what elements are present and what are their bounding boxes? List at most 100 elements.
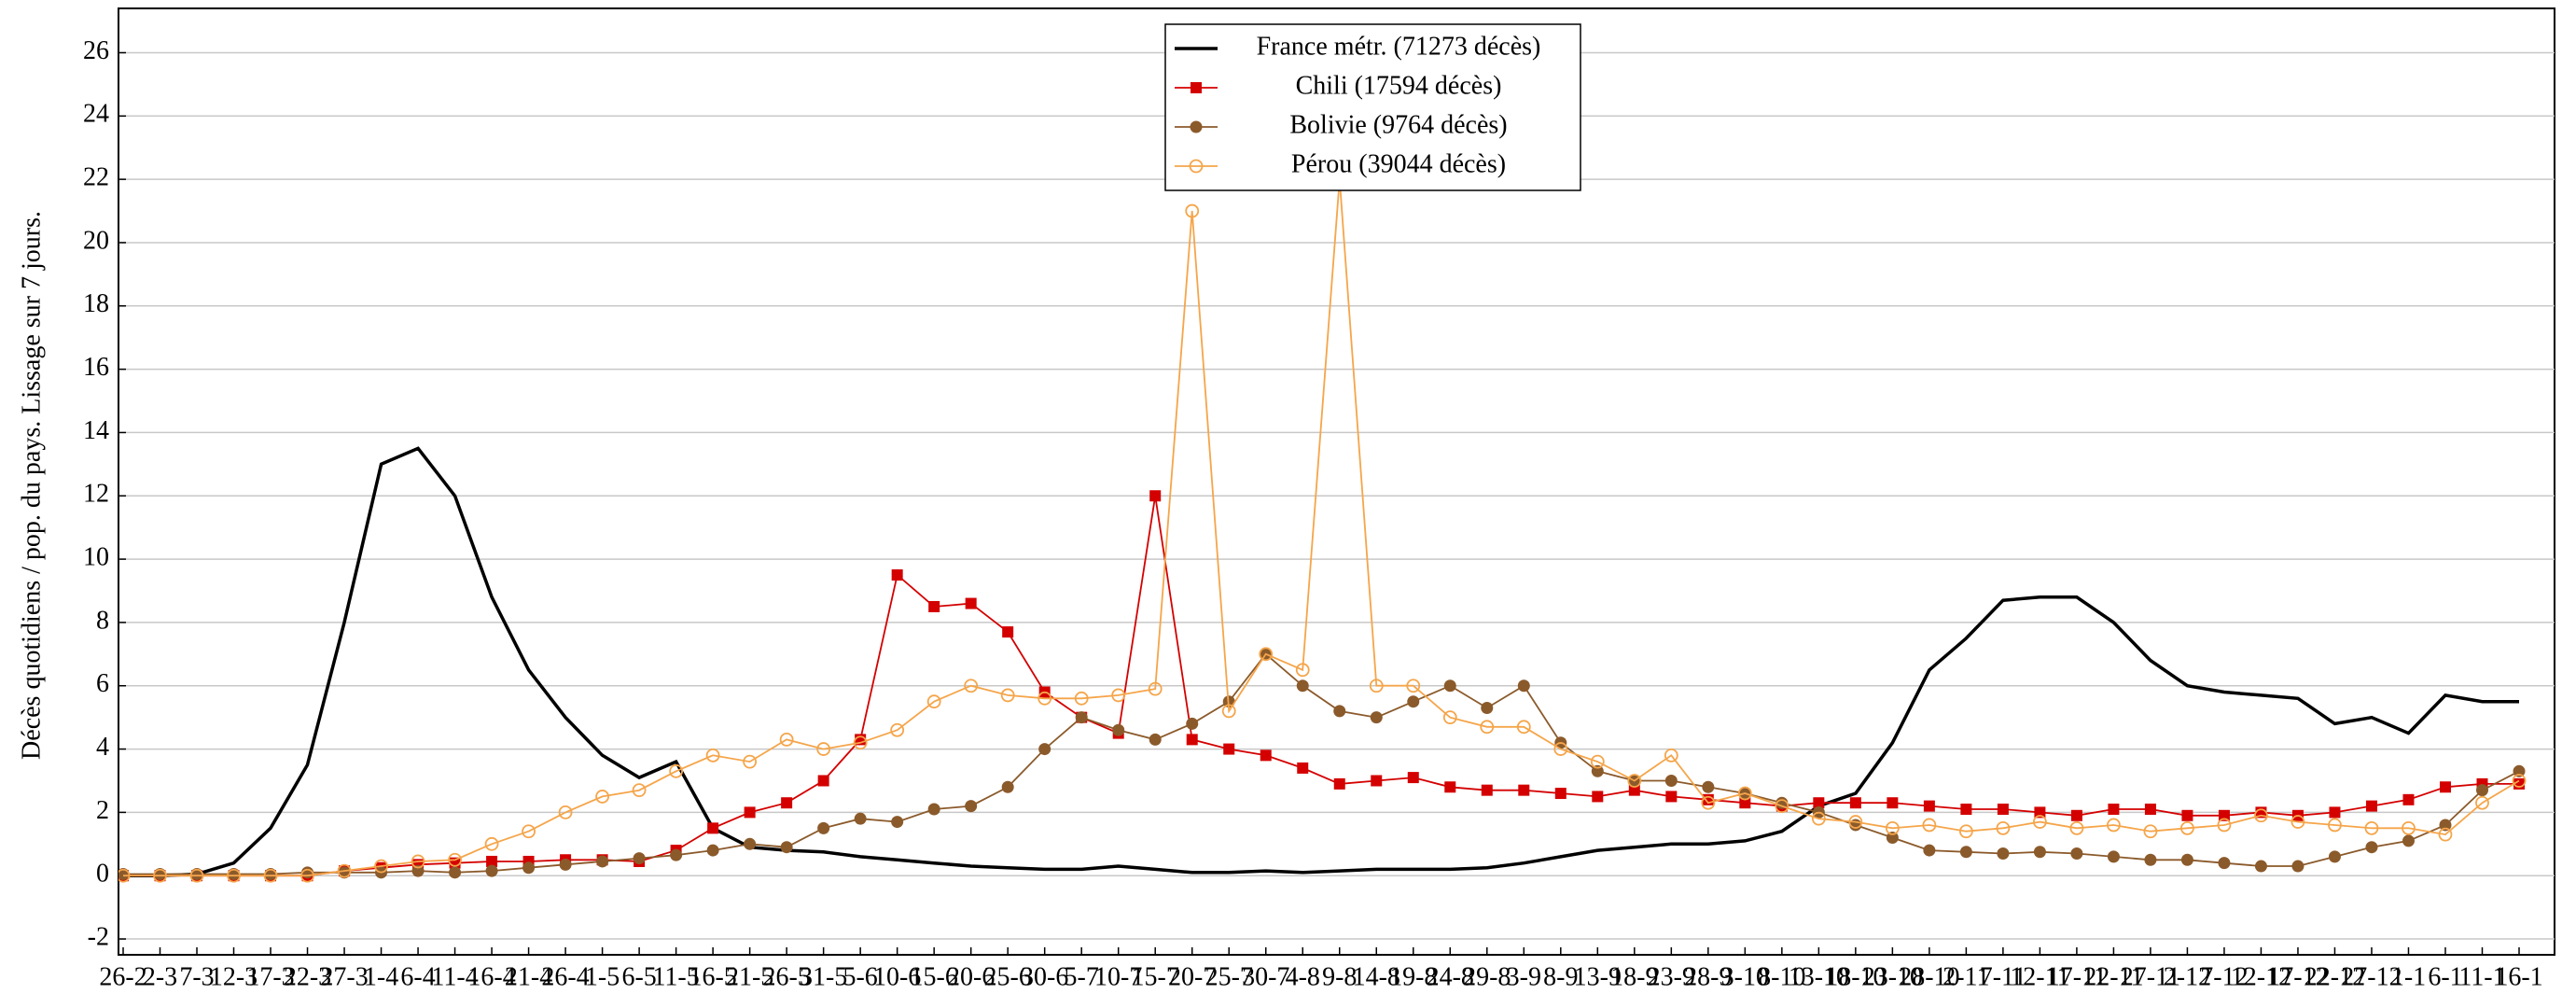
- marker: [1297, 762, 1309, 774]
- x-tick-label: 26-5: [762, 962, 810, 991]
- x-tick-label: 5-6: [842, 962, 877, 991]
- marker: [743, 754, 758, 769]
- marker: [1221, 704, 1236, 719]
- marker: [1407, 772, 1419, 784]
- marker: [781, 797, 793, 809]
- x-tick-label: 16-4: [467, 962, 515, 991]
- marker: [927, 803, 940, 816]
- x-tick-label: 5-7: [1065, 962, 1099, 991]
- y-tick-label: 8: [96, 606, 109, 635]
- x-tick-label: 6-1: [2428, 962, 2462, 991]
- marker: [890, 722, 905, 737]
- marker: [2365, 841, 2378, 854]
- marker: [817, 775, 829, 787]
- x-tick-label: 26-2: [99, 962, 146, 991]
- marker: [1518, 784, 1530, 796]
- marker: [374, 859, 388, 874]
- marker: [1997, 804, 2009, 815]
- marker: [2144, 853, 2157, 866]
- marker: [1002, 626, 1014, 638]
- marker: [1442, 710, 1457, 725]
- marker: [1037, 691, 1052, 706]
- marker: [965, 800, 978, 813]
- x-tick-label: 25-6: [984, 962, 1032, 991]
- x-tick-label: 12-12: [2231, 962, 2291, 991]
- marker: [2328, 850, 2341, 863]
- x-tick-label: 16-1: [2495, 962, 2542, 991]
- marker: [1112, 723, 1125, 736]
- marker: [1554, 788, 1566, 800]
- marker: [2513, 764, 2526, 777]
- marker: [2180, 853, 2193, 866]
- marker: [1406, 679, 1421, 693]
- x-tick-label: 17-3: [246, 962, 294, 991]
- x-tick-label: 6-4: [400, 962, 435, 991]
- marker: [706, 844, 719, 857]
- y-tick-label: 24: [83, 100, 109, 129]
- marker: [1481, 701, 1494, 714]
- marker: [1997, 847, 2010, 860]
- marker: [1702, 780, 1715, 793]
- marker: [2254, 860, 2267, 873]
- marker: [707, 822, 719, 834]
- x-tick-label: 1-1: [2391, 962, 2426, 991]
- marker: [1189, 159, 1204, 174]
- x-tick-label: 3-10: [1721, 962, 1769, 991]
- marker: [2438, 827, 2453, 842]
- marker: [2032, 815, 2047, 829]
- marker: [2218, 809, 2230, 821]
- marker: [1922, 818, 1937, 833]
- marker: [300, 868, 314, 883]
- x-tick-label: 24-8: [1427, 962, 1474, 991]
- marker: [2254, 808, 2268, 823]
- x-tick-label: 27-11: [2121, 962, 2180, 991]
- x-tick-label: 27-12: [2341, 962, 2402, 991]
- x-tick-label: 31-5: [800, 962, 847, 991]
- x-tick-label: 6-5: [621, 962, 656, 991]
- marker: [1148, 681, 1163, 696]
- marker: [1665, 791, 1678, 803]
- marker: [411, 854, 425, 869]
- marker: [153, 868, 167, 883]
- series-line: [123, 652, 2520, 875]
- marker: [449, 866, 462, 879]
- marker: [1813, 797, 1825, 809]
- x-tick-label: 8-10: [1758, 962, 1805, 991]
- marker: [891, 816, 904, 829]
- marker: [1960, 804, 1972, 815]
- x-tick-label: 22-11: [2083, 962, 2143, 991]
- marker: [1775, 799, 1789, 814]
- marker: [632, 783, 647, 798]
- x-tick-label: 2-12: [2164, 962, 2211, 991]
- marker: [853, 735, 868, 750]
- marker: [2107, 818, 2121, 833]
- x-tick-label: 22-12: [2304, 962, 2365, 991]
- marker: [1959, 846, 1972, 859]
- marker: [2475, 784, 2488, 797]
- marker: [1923, 800, 1935, 812]
- x-tick-label: 8-9: [1543, 962, 1578, 991]
- marker: [1443, 679, 1456, 693]
- x-tick-label: 12-3: [210, 962, 258, 991]
- marker: [965, 597, 977, 609]
- marker: [2033, 846, 2046, 859]
- marker: [1296, 679, 1309, 693]
- marker: [1480, 720, 1495, 735]
- x-tick-label: 19-8: [1389, 962, 1437, 991]
- marker: [2512, 774, 2527, 788]
- marker: [1849, 797, 1861, 809]
- marker: [669, 763, 684, 778]
- x-tick-label: 17-11: [2047, 962, 2107, 991]
- legend-label: France métr. (71273 décès): [1257, 32, 1541, 61]
- x-tick-label: 11-4: [431, 962, 478, 991]
- marker: [1191, 82, 1202, 93]
- series-line: [123, 446, 2519, 877]
- marker: [1848, 815, 1863, 829]
- marker: [1407, 695, 1420, 708]
- x-tick-label: 18-9: [1610, 962, 1658, 991]
- marker: [1628, 784, 1640, 796]
- marker: [1885, 820, 1900, 835]
- marker: [779, 732, 794, 747]
- marker: [2218, 857, 2231, 870]
- legend-label: Chili (17594 décès): [1296, 71, 1502, 100]
